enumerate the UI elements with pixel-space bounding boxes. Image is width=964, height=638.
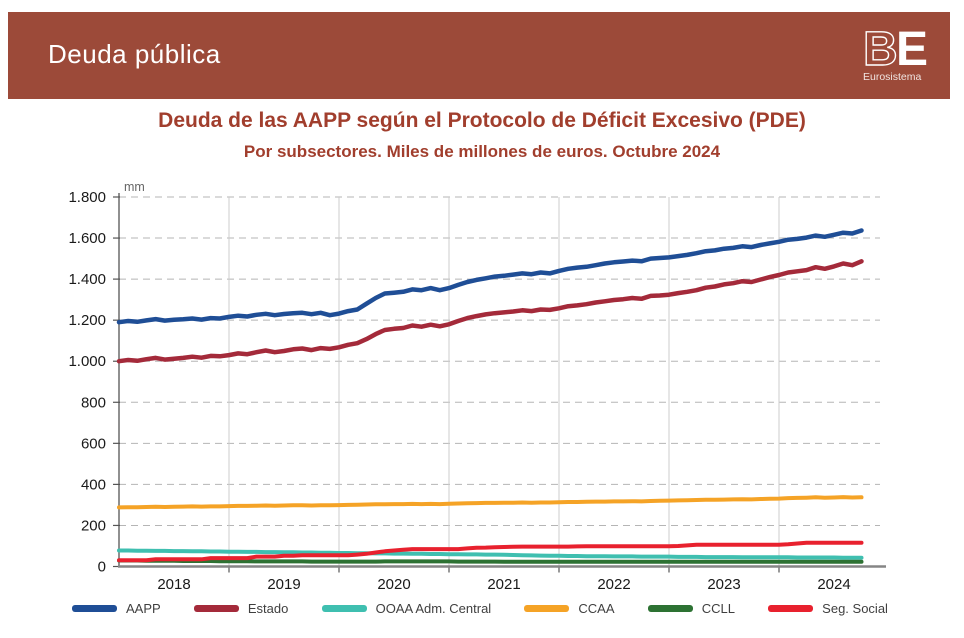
be-eurosistema-logo: B E Eurosistema bbox=[862, 24, 928, 83]
x-tick-label: 2022 bbox=[597, 576, 630, 593]
y-tick-label: 0 bbox=[98, 559, 106, 576]
series-line-estado bbox=[116, 259, 864, 364]
logo-letter-b: B bbox=[863, 24, 898, 76]
legend-label-aapp: AAPP bbox=[126, 601, 161, 616]
chart-legend: AAPP Estado OOAA Adm. Central CCAA CCLL … bbox=[72, 601, 888, 616]
series-line-ccaa bbox=[117, 495, 864, 510]
legend-label-segsocial: Seg. Social bbox=[822, 601, 888, 616]
logo-subtitle: Eurosistema bbox=[863, 71, 922, 83]
series-line-aapp bbox=[116, 228, 864, 325]
legend-item-ccll: CCLL bbox=[647, 601, 735, 616]
x-tick-label: 2024 bbox=[817, 576, 850, 593]
series-line-ccll bbox=[117, 558, 864, 564]
y-tick-label: 800 bbox=[81, 394, 106, 411]
legend-swatch-aapp bbox=[72, 605, 117, 612]
series-line-ooaa-adm-central bbox=[117, 548, 864, 560]
legend-swatch-estado bbox=[193, 605, 239, 612]
series-line-seg-social bbox=[117, 540, 864, 563]
x-tick-label: 2020 bbox=[377, 576, 410, 593]
y-tick-label: 1.800 bbox=[68, 189, 106, 206]
legend-label-ccll: CCLL bbox=[701, 601, 735, 616]
y-tick-label: 200 bbox=[81, 517, 106, 534]
legend-label-ccaa: CCAA bbox=[578, 601, 615, 616]
chart-title: Deuda de las AAPP según el Protocolo de … bbox=[158, 109, 806, 132]
y-axis-unit-label: mm bbox=[124, 180, 145, 194]
legend-item-ooaa: OOAA Adm. Central bbox=[321, 601, 492, 616]
legend-item-segsocial: Seg. Social bbox=[768, 601, 888, 616]
x-tick-label: 2018 bbox=[157, 576, 190, 593]
legend-label-ooaa: OOAA Adm. Central bbox=[375, 601, 492, 616]
legend-item-aapp: AAPP bbox=[72, 601, 161, 616]
header-bar: Deuda pública B E Eurosistema bbox=[8, 12, 950, 99]
x-tick-label: 2023 bbox=[707, 576, 740, 593]
legend-swatch-ooaa bbox=[321, 605, 367, 612]
legend-swatch-ccll bbox=[647, 605, 693, 612]
y-tick-label: 600 bbox=[81, 435, 106, 452]
logo-letter-e: E bbox=[896, 24, 928, 76]
legend-item-ccaa: CCAA bbox=[524, 601, 615, 616]
y-tick-label: 1.400 bbox=[68, 271, 106, 288]
legend-item-estado: Estado bbox=[193, 601, 289, 616]
y-tick-label: 400 bbox=[81, 476, 106, 493]
legend-swatch-ccaa bbox=[524, 605, 570, 612]
legend-swatch-segsocial bbox=[768, 605, 814, 612]
x-tick-label: 2021 bbox=[487, 576, 520, 593]
y-tick-label: 1.000 bbox=[68, 353, 106, 370]
legend-label-estado: Estado bbox=[247, 601, 289, 616]
page-title: Deuda pública bbox=[48, 39, 221, 69]
chart-subtitle: Por subsectores. Miles de millones de eu… bbox=[243, 142, 721, 161]
x-tick-label: 2019 bbox=[267, 576, 300, 593]
y-tick-label: 1.200 bbox=[68, 312, 106, 329]
y-tick-label: 1.600 bbox=[68, 230, 106, 247]
